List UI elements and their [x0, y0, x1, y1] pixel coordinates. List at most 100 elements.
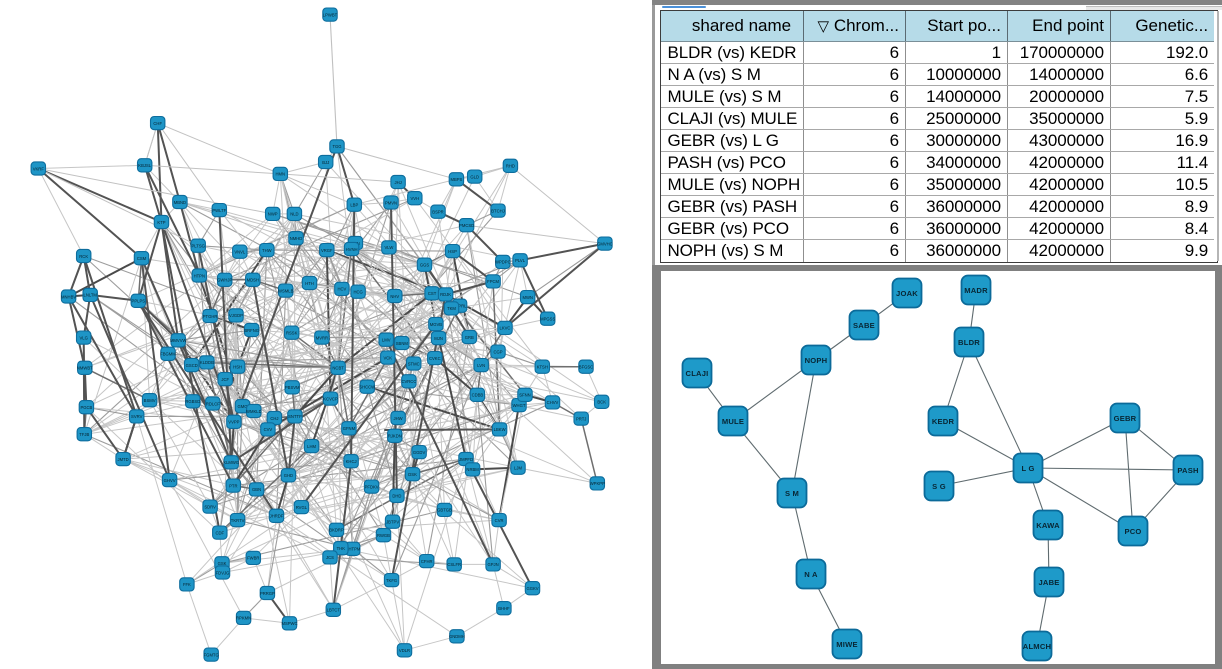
svg-text:RVGL: RVGL	[296, 505, 308, 510]
svg-text:TKFG: TKFG	[386, 578, 397, 583]
svg-text:SNTTF: SNTTF	[288, 414, 302, 419]
svg-text:RGBSD: RGBSD	[185, 399, 200, 404]
svg-text:VJGDP: VJGDP	[229, 313, 243, 318]
svg-text:GWHJP: GWHJP	[217, 278, 232, 283]
svg-text:PTGHR: PTGHR	[203, 314, 218, 319]
svg-text:LJM: LJM	[514, 466, 522, 471]
svg-text:HSH: HSH	[233, 365, 242, 370]
svg-text:VRGF: VRGF	[321, 248, 333, 253]
svg-text:THW: THW	[262, 248, 272, 253]
svg-text:KLMWG: KLMWG	[223, 460, 239, 465]
svg-text:CHVV: CHVV	[547, 400, 559, 405]
svg-text:FPCM: FPCM	[487, 279, 499, 284]
svg-text:BSMV: BSMV	[144, 398, 156, 403]
svg-text:MVRR: MVRR	[316, 335, 328, 340]
svg-text:BSPR: BSPR	[432, 210, 443, 215]
svg-text:GMVHC: GMVHC	[597, 241, 613, 246]
svg-text:VLW: VLW	[385, 245, 394, 250]
svg-text:PLTSG: PLTSG	[191, 244, 204, 249]
svg-text:STMC: STMC	[408, 361, 420, 366]
svg-text:MWN: MWN	[522, 295, 532, 300]
svg-text:CVR: CVR	[495, 518, 504, 523]
svg-text:NCBT: NCBT	[332, 366, 344, 371]
svg-text:KAWA: KAWA	[1036, 521, 1060, 530]
svg-text:JBTPV: JBTPV	[386, 520, 399, 525]
svg-text:GRB: GRB	[465, 335, 474, 340]
svg-text:MNHBV: MNHBV	[61, 294, 76, 299]
svg-text:RPKMN: RPKMN	[236, 616, 251, 621]
svg-text:HCV: HCV	[337, 287, 346, 292]
svg-text:MSPWC: MSPWC	[281, 621, 297, 626]
svg-text:N A: N A	[804, 570, 818, 579]
svg-text:MMVVW: MMVVW	[170, 338, 187, 343]
svg-text:GGDV: GGDV	[413, 450, 426, 455]
svg-text:GLD: GLD	[470, 174, 479, 179]
svg-text:DSK: DSK	[408, 472, 417, 477]
svg-text:WPKPP: WPKPP	[590, 481, 605, 486]
svg-text:MULE: MULE	[722, 417, 744, 426]
svg-text:FWBR: FWBR	[247, 556, 259, 561]
svg-text:GSK: GSK	[218, 561, 227, 566]
svg-text:CVV: CVV	[264, 427, 273, 432]
svg-text:RDJK: RDJK	[440, 292, 451, 297]
svg-text:VLG: VLG	[80, 335, 88, 340]
svg-text:GPJN: GPJN	[488, 562, 499, 567]
svg-text:BKDRP: BKDRP	[329, 528, 344, 533]
svg-text:NMHD: NMHD	[290, 236, 303, 241]
svg-text:BCK: BCK	[597, 400, 606, 405]
svg-text:S M: S M	[785, 489, 799, 498]
svg-text:HSP: HSP	[448, 249, 457, 254]
svg-text:CST: CST	[428, 291, 437, 296]
svg-text:SBNM: SBNM	[396, 341, 409, 346]
svg-text:HTPN: HTPN	[194, 273, 205, 278]
svg-text:KTSH: KTSH	[537, 365, 548, 370]
svg-text:CFHR: CFHR	[421, 559, 433, 564]
svg-text:NWP: NWP	[268, 212, 278, 217]
svg-text:S G: S G	[932, 482, 946, 491]
svg-text:GNDMH: GNDMH	[449, 634, 465, 639]
svg-text:JOAK: JOAK	[896, 289, 918, 298]
svg-text:GGS: GGS	[420, 263, 430, 268]
svg-text:CSLFR: CSLFR	[447, 562, 461, 567]
svg-text:JCS: JCS	[326, 555, 334, 560]
svg-text:JHRDF: JHRDF	[270, 514, 284, 519]
svg-text:THK: THK	[337, 546, 346, 551]
svg-text:BFGSC: BFGSC	[579, 365, 593, 370]
svg-text:PBSVM: PBSVM	[285, 385, 300, 390]
svg-text:NRBM: NRBM	[466, 467, 479, 472]
svg-text:SDRV: SDRV	[204, 504, 216, 509]
svg-text:VKRF: VKRF	[33, 166, 45, 171]
svg-text:MHTPM: MHTPM	[345, 547, 361, 552]
svg-text:VVH: VVH	[410, 196, 419, 201]
svg-text:CVRCC: CVRCC	[401, 379, 416, 384]
svg-text:GBN: GBN	[252, 487, 261, 492]
svg-text:MADR: MADR	[964, 286, 988, 295]
svg-text:TKM: TKM	[447, 306, 456, 311]
svg-text:HTH: HTH	[305, 281, 314, 286]
svg-text:CSM: CSM	[137, 256, 147, 261]
svg-text:JABE: JABE	[1038, 578, 1059, 587]
svg-text:MIWE: MIWE	[836, 640, 857, 649]
svg-text:JHW: JHW	[394, 416, 403, 421]
svg-text:TKRTV: TKRTV	[231, 518, 245, 523]
svg-text:HCG: HCG	[353, 290, 362, 295]
svg-text:LBTCT: LBTCT	[327, 608, 341, 613]
svg-text:PRRGP: PRRGP	[260, 591, 275, 596]
svg-text:VNVL: VNVL	[234, 250, 246, 255]
svg-text:BLDR: BLDR	[958, 338, 980, 347]
svg-text:BRFNG: BRFNG	[244, 328, 259, 333]
svg-text:PPLPS: PPLPS	[132, 299, 146, 304]
svg-text:DHD: DHD	[392, 494, 401, 499]
svg-text:LBKW: LBKW	[494, 427, 506, 432]
svg-text:NLD: NLD	[290, 212, 298, 217]
svg-text:KHCJ: KHCJ	[346, 459, 357, 464]
svg-text:PMCSD: PMCSD	[459, 223, 474, 228]
svg-text:GHD: GHD	[284, 473, 293, 478]
svg-text:WPDPC: WPDPC	[495, 260, 511, 265]
svg-text:HVNH: HVNH	[346, 247, 358, 252]
svg-text:KEDR: KEDR	[932, 417, 955, 426]
svg-text:PTR: PTR	[229, 483, 237, 488]
svg-text:GGKV: GGKV	[526, 586, 538, 591]
svg-text:PRTJ: PRTJ	[576, 416, 586, 421]
svg-text:RWGB: RWGB	[377, 533, 390, 538]
